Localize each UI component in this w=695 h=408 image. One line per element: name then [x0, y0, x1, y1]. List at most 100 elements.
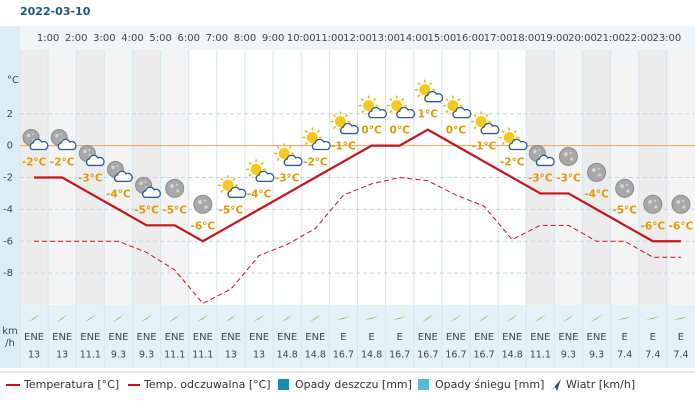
wind-arrow: [617, 316, 632, 320]
sun: [334, 116, 346, 128]
sun-ray: [485, 113, 489, 118]
y-tick-label: -6: [3, 236, 13, 247]
sun-ray: [473, 113, 477, 118]
temperature-line: [34, 128, 681, 243]
weather-icon: [386, 95, 416, 119]
sun: [475, 116, 487, 128]
value-label: -4°C: [106, 188, 131, 200]
cloud: [283, 154, 303, 167]
sun-ray: [220, 189, 224, 193]
wind-direction: E: [622, 332, 628, 343]
weather-icon: [442, 95, 472, 119]
cloud: [311, 138, 331, 151]
moon: [671, 194, 691, 214]
moon-spot: [83, 149, 87, 154]
sun-ray: [389, 110, 393, 114]
cloud: [114, 170, 133, 183]
sun-ray: [513, 129, 517, 134]
weather-icon: [78, 144, 105, 167]
wind-speed: 9.3: [111, 350, 126, 361]
moon-spot: [682, 205, 686, 209]
x-tick-label: 5:00: [149, 33, 171, 44]
weather-icon: [330, 111, 359, 135]
wind-direction: ENE: [530, 332, 550, 343]
moon-spot: [175, 183, 179, 186]
legend-label: Opady deszczu [mm]: [295, 378, 412, 391]
wind-speed: 14.8: [361, 350, 382, 361]
wind-speed: 13: [56, 350, 68, 361]
y-tick-label: -4: [3, 204, 13, 215]
moon: [615, 178, 635, 198]
weather-icon: [302, 127, 331, 151]
cloud: [396, 106, 416, 119]
wind-speed: 16.7: [473, 350, 494, 361]
wind-speed: 16.7: [333, 350, 354, 361]
moon-spot: [176, 189, 180, 193]
wind-arrow: [168, 314, 181, 322]
moon-spot: [620, 184, 624, 189]
legend-swatch: [418, 379, 429, 390]
x-tick-label: 10:00: [287, 33, 316, 44]
wind-unit: km: [2, 326, 18, 337]
wind-speed: 14.8: [305, 350, 326, 361]
sun-ray: [473, 125, 477, 130]
sun-ray: [417, 82, 421, 86]
legend-label: Wiatr [km/h]: [566, 378, 635, 391]
wind-speed: 11.1: [192, 350, 213, 361]
wind-arrow: [309, 314, 322, 322]
cloud: [340, 122, 359, 135]
wind-arrow: [478, 314, 491, 322]
moon-spot: [563, 152, 568, 157]
cloud: [368, 106, 387, 119]
value-label: -1°C: [331, 141, 356, 153]
x-tick-label: 15:00: [427, 33, 456, 44]
sun-ray: [316, 129, 320, 134]
value-label: -4°C: [247, 188, 272, 200]
value-label: -3°C: [528, 172, 553, 184]
moon-spot: [676, 200, 681, 204]
sun: [306, 132, 318, 143]
wind-direction: ENE: [305, 332, 325, 343]
wind-direction: ENE: [24, 332, 44, 343]
wind-arrow: [562, 314, 575, 322]
sun: [391, 100, 403, 112]
sun-ray: [417, 94, 421, 98]
wind-arrow: [140, 314, 153, 322]
x-tick-label: 2:00: [65, 33, 87, 44]
moon-spot: [204, 205, 208, 209]
sun-ray: [501, 129, 505, 134]
moon-spot: [26, 133, 31, 138]
weather-icon: [165, 178, 185, 198]
wind-speed: 11.1: [164, 350, 185, 361]
sun: [278, 147, 290, 159]
moon: [193, 194, 213, 214]
wind-direction: ENE: [249, 332, 269, 343]
sun: [363, 100, 375, 112]
wind-direction: ENE: [221, 332, 241, 343]
wind-speed: 16.7: [417, 350, 438, 361]
value-label: -5°C: [612, 204, 637, 216]
moon-spot: [55, 133, 59, 138]
wind-direction: ENE: [277, 332, 297, 343]
wind-speed: 9.3: [139, 350, 154, 361]
x-tick-label: 23:00: [652, 33, 681, 44]
wind-direction: ENE: [558, 332, 578, 343]
value-label: 0°C: [361, 125, 382, 137]
moon-spot: [682, 199, 685, 202]
wind-arrow: [281, 314, 294, 322]
weather-icon: [50, 129, 77, 151]
wind-arrow: [364, 316, 379, 320]
chart-title: 2022-03-10: [20, 5, 91, 18]
wind-speed: 7.4: [617, 350, 632, 361]
wind-direction: ENE: [165, 332, 185, 343]
cloud: [142, 186, 161, 198]
wind-direction: ENE: [474, 332, 494, 343]
sun-ray: [288, 145, 292, 150]
wind-direction: E: [368, 332, 374, 343]
weather-icon: [528, 144, 555, 167]
x-tick-label: 8:00: [234, 33, 256, 44]
wind-arrow: [645, 316, 660, 320]
sun-ray: [457, 98, 461, 102]
x-tick-label: 12:00: [343, 33, 372, 44]
legend-label: Opady śniegu [mm]: [435, 378, 544, 391]
